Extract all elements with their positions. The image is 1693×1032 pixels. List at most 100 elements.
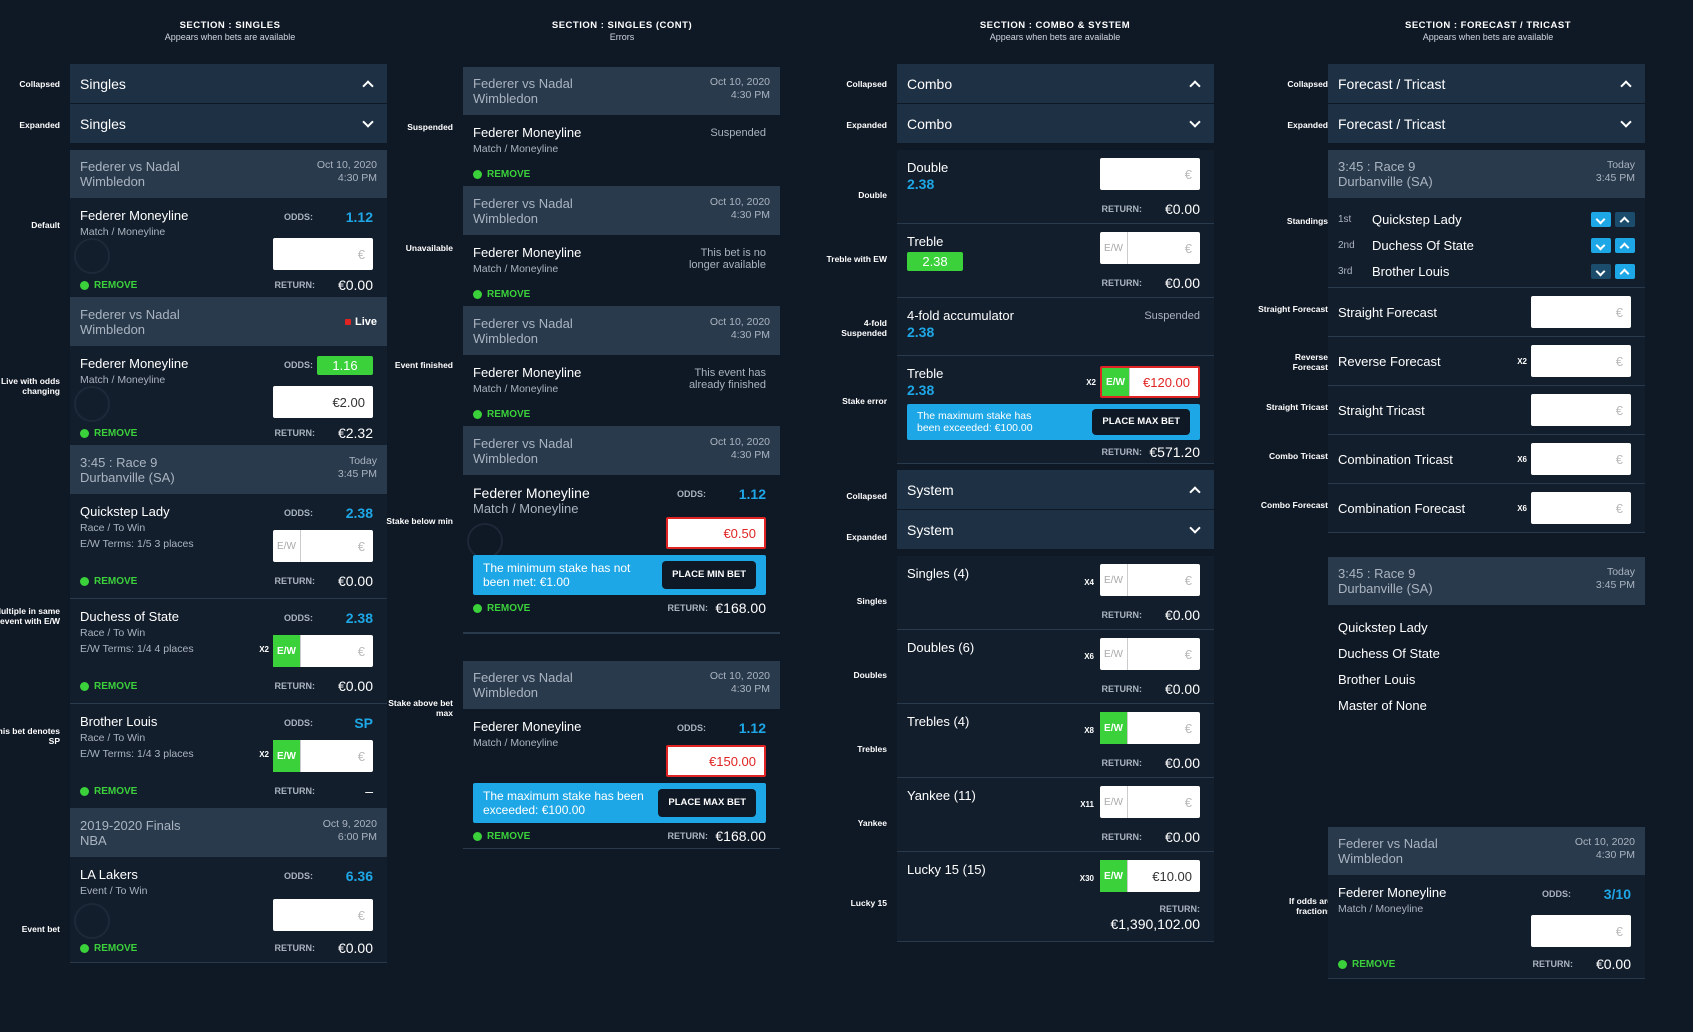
move-down-button[interactable] xyxy=(1591,237,1611,253)
remove-button[interactable]: REMOVE xyxy=(473,831,530,842)
system-header-expanded[interactable]: System xyxy=(897,510,1214,550)
ew-toggle[interactable]: E/W xyxy=(273,740,301,772)
remove-button[interactable]: REMOVE xyxy=(80,681,137,692)
remove-button[interactable]: REMOVE xyxy=(1338,959,1395,970)
stake-input[interactable]: € xyxy=(1531,492,1631,524)
event-header-live: Federer vs Nadal Wimbledon Live xyxy=(70,298,387,346)
move-down-button[interactable] xyxy=(1591,211,1611,227)
combo-treble-error: Treble 2.38 X2 E/W €120.00 The maximum sta… xyxy=(897,356,1214,464)
stake-input[interactable]: E/W € xyxy=(1100,232,1200,264)
race-header: 3:45 : Race 9 Durbanville (SA) Today 3:45 P… xyxy=(1328,557,1645,605)
system-header-collapsed[interactable]: System xyxy=(897,470,1214,510)
place-max-bet-button[interactable]: PLACE MAX BET xyxy=(658,789,756,817)
tennis-ball-icon xyxy=(74,238,110,274)
runner-list: Quickstep Lady Duchess Of State Brother … xyxy=(1328,605,1645,729)
stake-input[interactable]: € xyxy=(1531,915,1631,947)
stake-input[interactable]: E/W € xyxy=(1100,564,1200,596)
remove-button[interactable]: REMOVE xyxy=(80,786,137,797)
list-item[interactable]: Brother Louis xyxy=(1338,672,1416,687)
stake-input[interactable]: € xyxy=(1531,296,1631,328)
remove-button[interactable]: REMOVE xyxy=(80,280,137,291)
stake-input[interactable]: E/W € xyxy=(273,740,373,772)
stake-input[interactable]: E/W € xyxy=(1100,712,1200,744)
event-header: Federer vs Nadal Wimbledon Oct 10, 2020 4:3… xyxy=(1328,827,1645,875)
bet-event: LA Lakers Event / To Win ODDS: 6.36 € REMO… xyxy=(70,857,387,963)
remove-button[interactable]: REMOVE xyxy=(473,289,530,300)
combo-header-collapsed[interactable]: Combo xyxy=(897,64,1214,104)
chevron-up-icon xyxy=(1190,79,1200,89)
stake-input[interactable]: € xyxy=(273,238,373,270)
event-header-nba: 2019-2020 Finals NBA Oct 9, 2020 6:00 PM xyxy=(70,809,387,857)
remove-button[interactable]: REMOVE xyxy=(80,943,137,954)
system-doubles: Doubles (6) X6 E/W € RETURN: €0.00 xyxy=(897,630,1214,704)
list-item[interactable]: Master of None xyxy=(1338,698,1427,713)
bet-live: Federer Moneyline Match / Moneyline ODDS:… xyxy=(70,346,387,446)
list-item[interactable]: Duchess Of State xyxy=(1338,646,1440,661)
stake-input[interactable]: E/W € xyxy=(1100,786,1200,818)
move-up-button[interactable] xyxy=(1615,263,1635,279)
combo-header-expanded[interactable]: Combo xyxy=(897,104,1214,144)
stake-input[interactable]: E/W € xyxy=(273,530,373,562)
stake-input[interactable]: € xyxy=(1531,394,1631,426)
event-header: Federer vs Nadal Wimbledon Oct 10, 2020 4:3… xyxy=(463,427,780,475)
tennis-ball-icon xyxy=(74,386,110,422)
stake-input[interactable]: €150.00 xyxy=(666,745,766,777)
system-lucky15: Lucky 15 (15) X30 E/W €10.00 RETURN: €1,390… xyxy=(897,852,1214,942)
event-header: Federer vs Nadal Wimbledon Oct 10, 2020 4:3… xyxy=(463,307,780,355)
stake-input[interactable]: E/W € xyxy=(273,635,373,667)
remove-button[interactable]: REMOVE xyxy=(473,169,530,180)
move-up-button[interactable] xyxy=(1615,237,1635,253)
bet-fractional: Federer Moneyline Match / Moneyline ODDS:… xyxy=(1328,875,1645,979)
system-singles: Singles (4) X4 E/W € RETURN: €0.00 xyxy=(897,556,1214,630)
ew-toggle[interactable]: E/W xyxy=(273,530,301,562)
min-stake-error: The minimum stake has not been met: €1.0… xyxy=(473,555,766,595)
ew-toggle[interactable]: E/W xyxy=(1100,786,1128,818)
remove-button[interactable]: REMOVE xyxy=(473,409,530,420)
ew-toggle[interactable]: E/W xyxy=(1100,712,1128,744)
forecast-combination: Combination Forecast X6 € xyxy=(1328,484,1645,533)
ew-toggle[interactable]: E/W xyxy=(1100,860,1128,892)
bet-suspended: Federer Moneyline Match / Moneyline Suspe… xyxy=(463,115,780,187)
forecast-header-expanded[interactable]: Forecast / Tricast xyxy=(1328,104,1645,144)
place-min-bet-button[interactable]: PLACE MIN BET xyxy=(662,561,756,589)
section-title-singles-cont: SECTION : SINGLES (CONT) Errors xyxy=(551,20,693,42)
forecast-header-collapsed[interactable]: Forecast / Tricast xyxy=(1328,64,1645,104)
bet-finished: Federer Moneyline Match / Moneyline This … xyxy=(463,355,780,427)
singles-header-expanded[interactable]: Singles xyxy=(70,104,387,144)
chevron-down-icon xyxy=(363,119,373,129)
stake-input[interactable]: €2.00 xyxy=(273,386,373,418)
event-header: Federer vs Nadal Wimbledon Oct 10, 2020 4:3… xyxy=(463,661,780,709)
label-default: Default xyxy=(31,220,60,230)
combo-fourfold: 4-fold accumulator 2.38 Suspended xyxy=(897,298,1214,356)
stake-input[interactable]: € xyxy=(1531,443,1631,475)
stake-input[interactable]: €0.50 xyxy=(666,517,766,549)
chevron-down-icon xyxy=(1621,119,1631,129)
ew-toggle[interactable]: E/W xyxy=(1102,368,1130,396)
move-up-button[interactable] xyxy=(1615,211,1635,227)
stake-input[interactable]: E/W € xyxy=(1100,638,1200,670)
list-item[interactable]: Quickstep Lady xyxy=(1338,620,1428,635)
remove-button[interactable]: REMOVE xyxy=(80,428,137,439)
stake-input[interactable]: € xyxy=(273,899,373,931)
forecast-reverse: Reverse Forecast X2 € xyxy=(1328,337,1645,386)
stake-input[interactable]: E/W €120.00 xyxy=(1100,366,1200,398)
ew-toggle[interactable]: E/W xyxy=(1100,232,1128,264)
singles-header-collapsed[interactable]: Singles xyxy=(70,64,387,104)
place-max-bet-button[interactable]: PLACE MAX BET xyxy=(1092,409,1190,435)
stake-input[interactable]: € xyxy=(1531,345,1631,377)
stake-input[interactable]: E/W €10.00 xyxy=(1100,860,1200,892)
ew-toggle[interactable]: E/W xyxy=(1100,638,1128,670)
ew-toggle[interactable]: E/W xyxy=(273,635,301,667)
chevron-up-icon xyxy=(1621,79,1631,89)
event-header: Federer vs Nadal Wimbledon Oct 10, 2020 4:3… xyxy=(463,187,780,235)
remove-button[interactable]: REMOVE xyxy=(473,603,530,614)
system-yankee: Yankee (11) X11 E/W € RETURN: €0.00 xyxy=(897,778,1214,852)
race-header: 3:45 : Race 9 Durbanville (SA) Today 3:45 P… xyxy=(70,446,387,494)
bet-unavailable: Federer Moneyline Match / Moneyline This … xyxy=(463,235,780,307)
label-expanded: Expanded xyxy=(19,120,60,130)
ew-toggle[interactable]: E/W xyxy=(1100,564,1128,596)
stake-input[interactable]: € xyxy=(1100,158,1200,190)
remove-button[interactable]: REMOVE xyxy=(80,576,137,587)
max-stake-error: The maximum stake has been exceeded: €10… xyxy=(473,783,766,823)
move-down-button[interactable] xyxy=(1591,263,1611,279)
